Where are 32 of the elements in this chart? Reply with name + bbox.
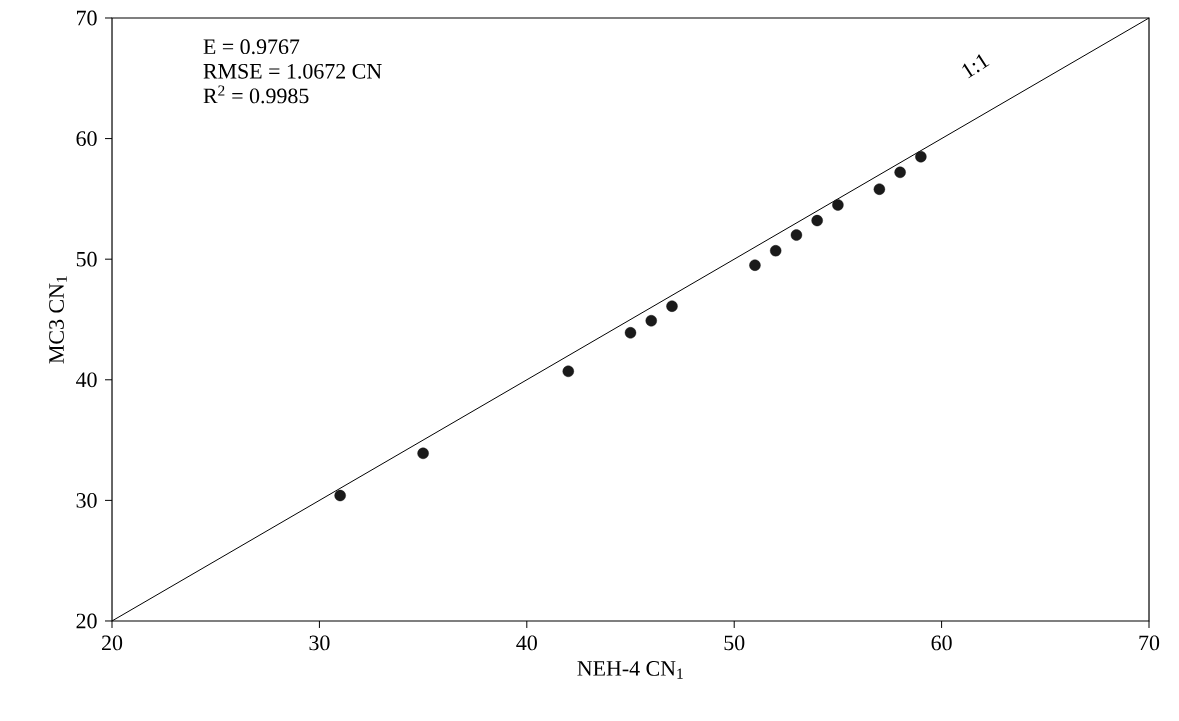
x-tick-label: 20 (102, 635, 123, 651)
point (894, 166, 906, 179)
annotation: E = 0.9767 (203, 39, 300, 55)
y-tick-label: 70 (77, 10, 97, 26)
annotation: RMSE = 1.0672 CN (203, 63, 382, 79)
x-tick-label: 30 (309, 635, 330, 651)
y-axis-title: MC3 CN$_{1}$ (49, 276, 67, 364)
annotation: R$^{2}$ = 0.9985 (203, 85, 309, 104)
point (417, 447, 429, 460)
y-tick-label: 40 (76, 372, 97, 388)
y-tick-label: 30 (76, 492, 97, 508)
y-tick-label: 50 (76, 251, 97, 267)
point (624, 327, 637, 339)
point (666, 300, 678, 312)
point (915, 150, 927, 163)
point (749, 259, 761, 271)
text: 1:1 (962, 54, 990, 79)
x-tick-label: 40 (516, 635, 537, 651)
x-tick-label: 50 (724, 635, 745, 651)
y-tick-label: 20 (76, 613, 97, 629)
point (790, 229, 803, 241)
point (645, 314, 657, 327)
point (334, 489, 346, 502)
y-tick-label: 60 (76, 131, 97, 146)
point (769, 245, 782, 257)
point (873, 183, 886, 195)
point (832, 199, 844, 211)
point (562, 365, 574, 378)
point (811, 214, 823, 227)
x-tick-label: 60 (931, 635, 952, 651)
x-axis-title: NEH-4 CN$_{1}$ (577, 661, 683, 679)
x-tick-label: 70 (1139, 635, 1160, 651)
